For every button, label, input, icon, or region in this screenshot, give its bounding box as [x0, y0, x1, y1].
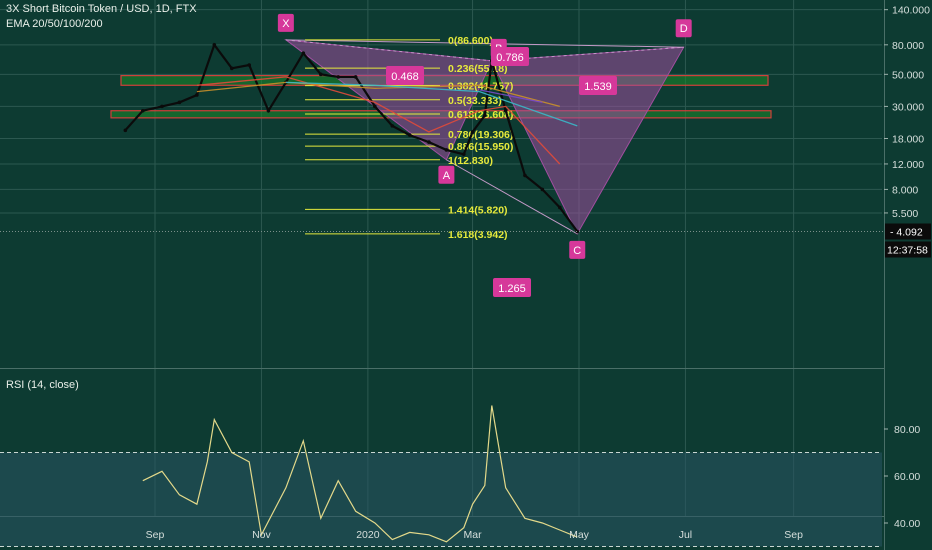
x-tick-label: Sep: [146, 529, 165, 541]
price-point: [195, 93, 199, 97]
x-tick-label: Jul: [679, 529, 692, 541]
ratio-box: [491, 47, 529, 66]
pattern-marker: [277, 13, 294, 32]
fib-label: 1.618(3.942): [448, 229, 508, 241]
pattern-ac-line: [446, 159, 578, 235]
price-line: [124, 42, 579, 233]
ema-line: [196, 76, 561, 165]
price-point: [390, 124, 395, 128]
price-point: [123, 128, 128, 133]
y-tick-label: 30.000: [892, 101, 924, 113]
fib-label: 0(86.600): [448, 35, 493, 47]
rsi-band-fill: [0, 452, 882, 547]
y-tick-label: 140.000: [892, 5, 930, 17]
y-tick-label: 5.500: [892, 208, 918, 220]
price-point: [575, 229, 580, 234]
ema-line: [196, 81, 560, 108]
fib-label: 0.786(19.306): [448, 129, 513, 141]
price-point: [444, 148, 449, 152]
price-point: [462, 152, 466, 157]
ema-lines: [196, 76, 578, 165]
rsi-path: [142, 405, 578, 543]
price-point: [373, 104, 377, 109]
price-point: [523, 173, 527, 178]
fib-label: 0.618(26.608): [448, 109, 513, 121]
y-tick-label: 80.000: [892, 40, 924, 52]
price-point: [247, 63, 252, 67]
price-point: [336, 75, 341, 79]
rsi-line: [142, 405, 578, 543]
ratio-label: 1.539: [584, 81, 612, 93]
price-point: [266, 108, 271, 113]
price-point: [140, 108, 145, 113]
price-point: [301, 51, 306, 55]
ratio-label: 0.786: [496, 52, 524, 64]
indicator-label: EMA 20/50/100/200: [6, 18, 103, 30]
price-point: [229, 66, 234, 71]
pattern-xd-line: [285, 39, 684, 48]
ratio-label: 1.265: [498, 283, 526, 295]
chart-title: 3X Short Bitcoin Token / USD, 1D, FTX: [6, 3, 197, 15]
price-point: [353, 75, 358, 79]
pattern-marker: [675, 19, 692, 38]
price-point: [427, 140, 431, 144]
price-point: [160, 104, 164, 109]
rsi-label: RSI (14, close): [6, 379, 79, 391]
rsi-y-tick-label: 80.00: [894, 424, 920, 436]
ratio-box: [579, 76, 617, 95]
x-tick-label: Nov: [252, 529, 271, 541]
x-tick-label: 2020: [356, 529, 380, 541]
y-tick-label: 50.000: [892, 69, 924, 81]
countdown-tag: [885, 241, 931, 258]
last-price-tag: [885, 223, 931, 240]
rsi-y-tick-label: 40.00: [894, 518, 920, 530]
price-series: [123, 42, 580, 234]
ema-line: [479, 89, 543, 104]
price-point: [318, 72, 323, 77]
rsi-band: [0, 452, 882, 547]
pattern-xb-line: [285, 39, 492, 62]
ratio-box: [493, 278, 531, 297]
price-point: [482, 113, 487, 118]
price-point: [212, 43, 217, 47]
fib-label: 1(12.830): [448, 155, 493, 167]
ratio-box: [386, 66, 424, 85]
y-tick-label: 12.000: [892, 159, 924, 171]
pattern-marker-label: X: [282, 18, 290, 30]
price-point: [407, 133, 412, 137]
ratio-label: 0.468: [391, 71, 419, 83]
pattern-marker: [569, 240, 586, 259]
y-tick-label: 18.000: [892, 133, 924, 145]
price-point: [177, 100, 182, 105]
last-price-value: - 4.092: [890, 227, 923, 239]
pattern-marker-label: C: [573, 245, 581, 257]
pattern-marker-label: D: [680, 23, 688, 35]
pattern-marker: [438, 165, 455, 184]
pattern-marker-label: A: [443, 170, 451, 182]
x-tick-label: Sep: [784, 529, 803, 541]
price-point: [558, 205, 562, 210]
x-tick-label: May: [569, 529, 590, 541]
price-point: [540, 187, 545, 192]
price-point: [503, 108, 508, 113]
fib-label: 1.414(5.820): [448, 204, 508, 216]
fib-label: 0.5(33.333): [448, 95, 502, 107]
ema-line: [285, 81, 578, 127]
rsi-y-tick-label: 60.00: [894, 471, 920, 483]
x-tick-label: Mar: [464, 529, 483, 541]
countdown-value: 12:37:58: [887, 245, 928, 257]
y-tick-label: 8.000: [892, 184, 918, 196]
fib-label: 0.886(15.950): [448, 141, 513, 153]
price-point: [470, 130, 475, 134]
price-axis-bg: [885, 0, 932, 550]
